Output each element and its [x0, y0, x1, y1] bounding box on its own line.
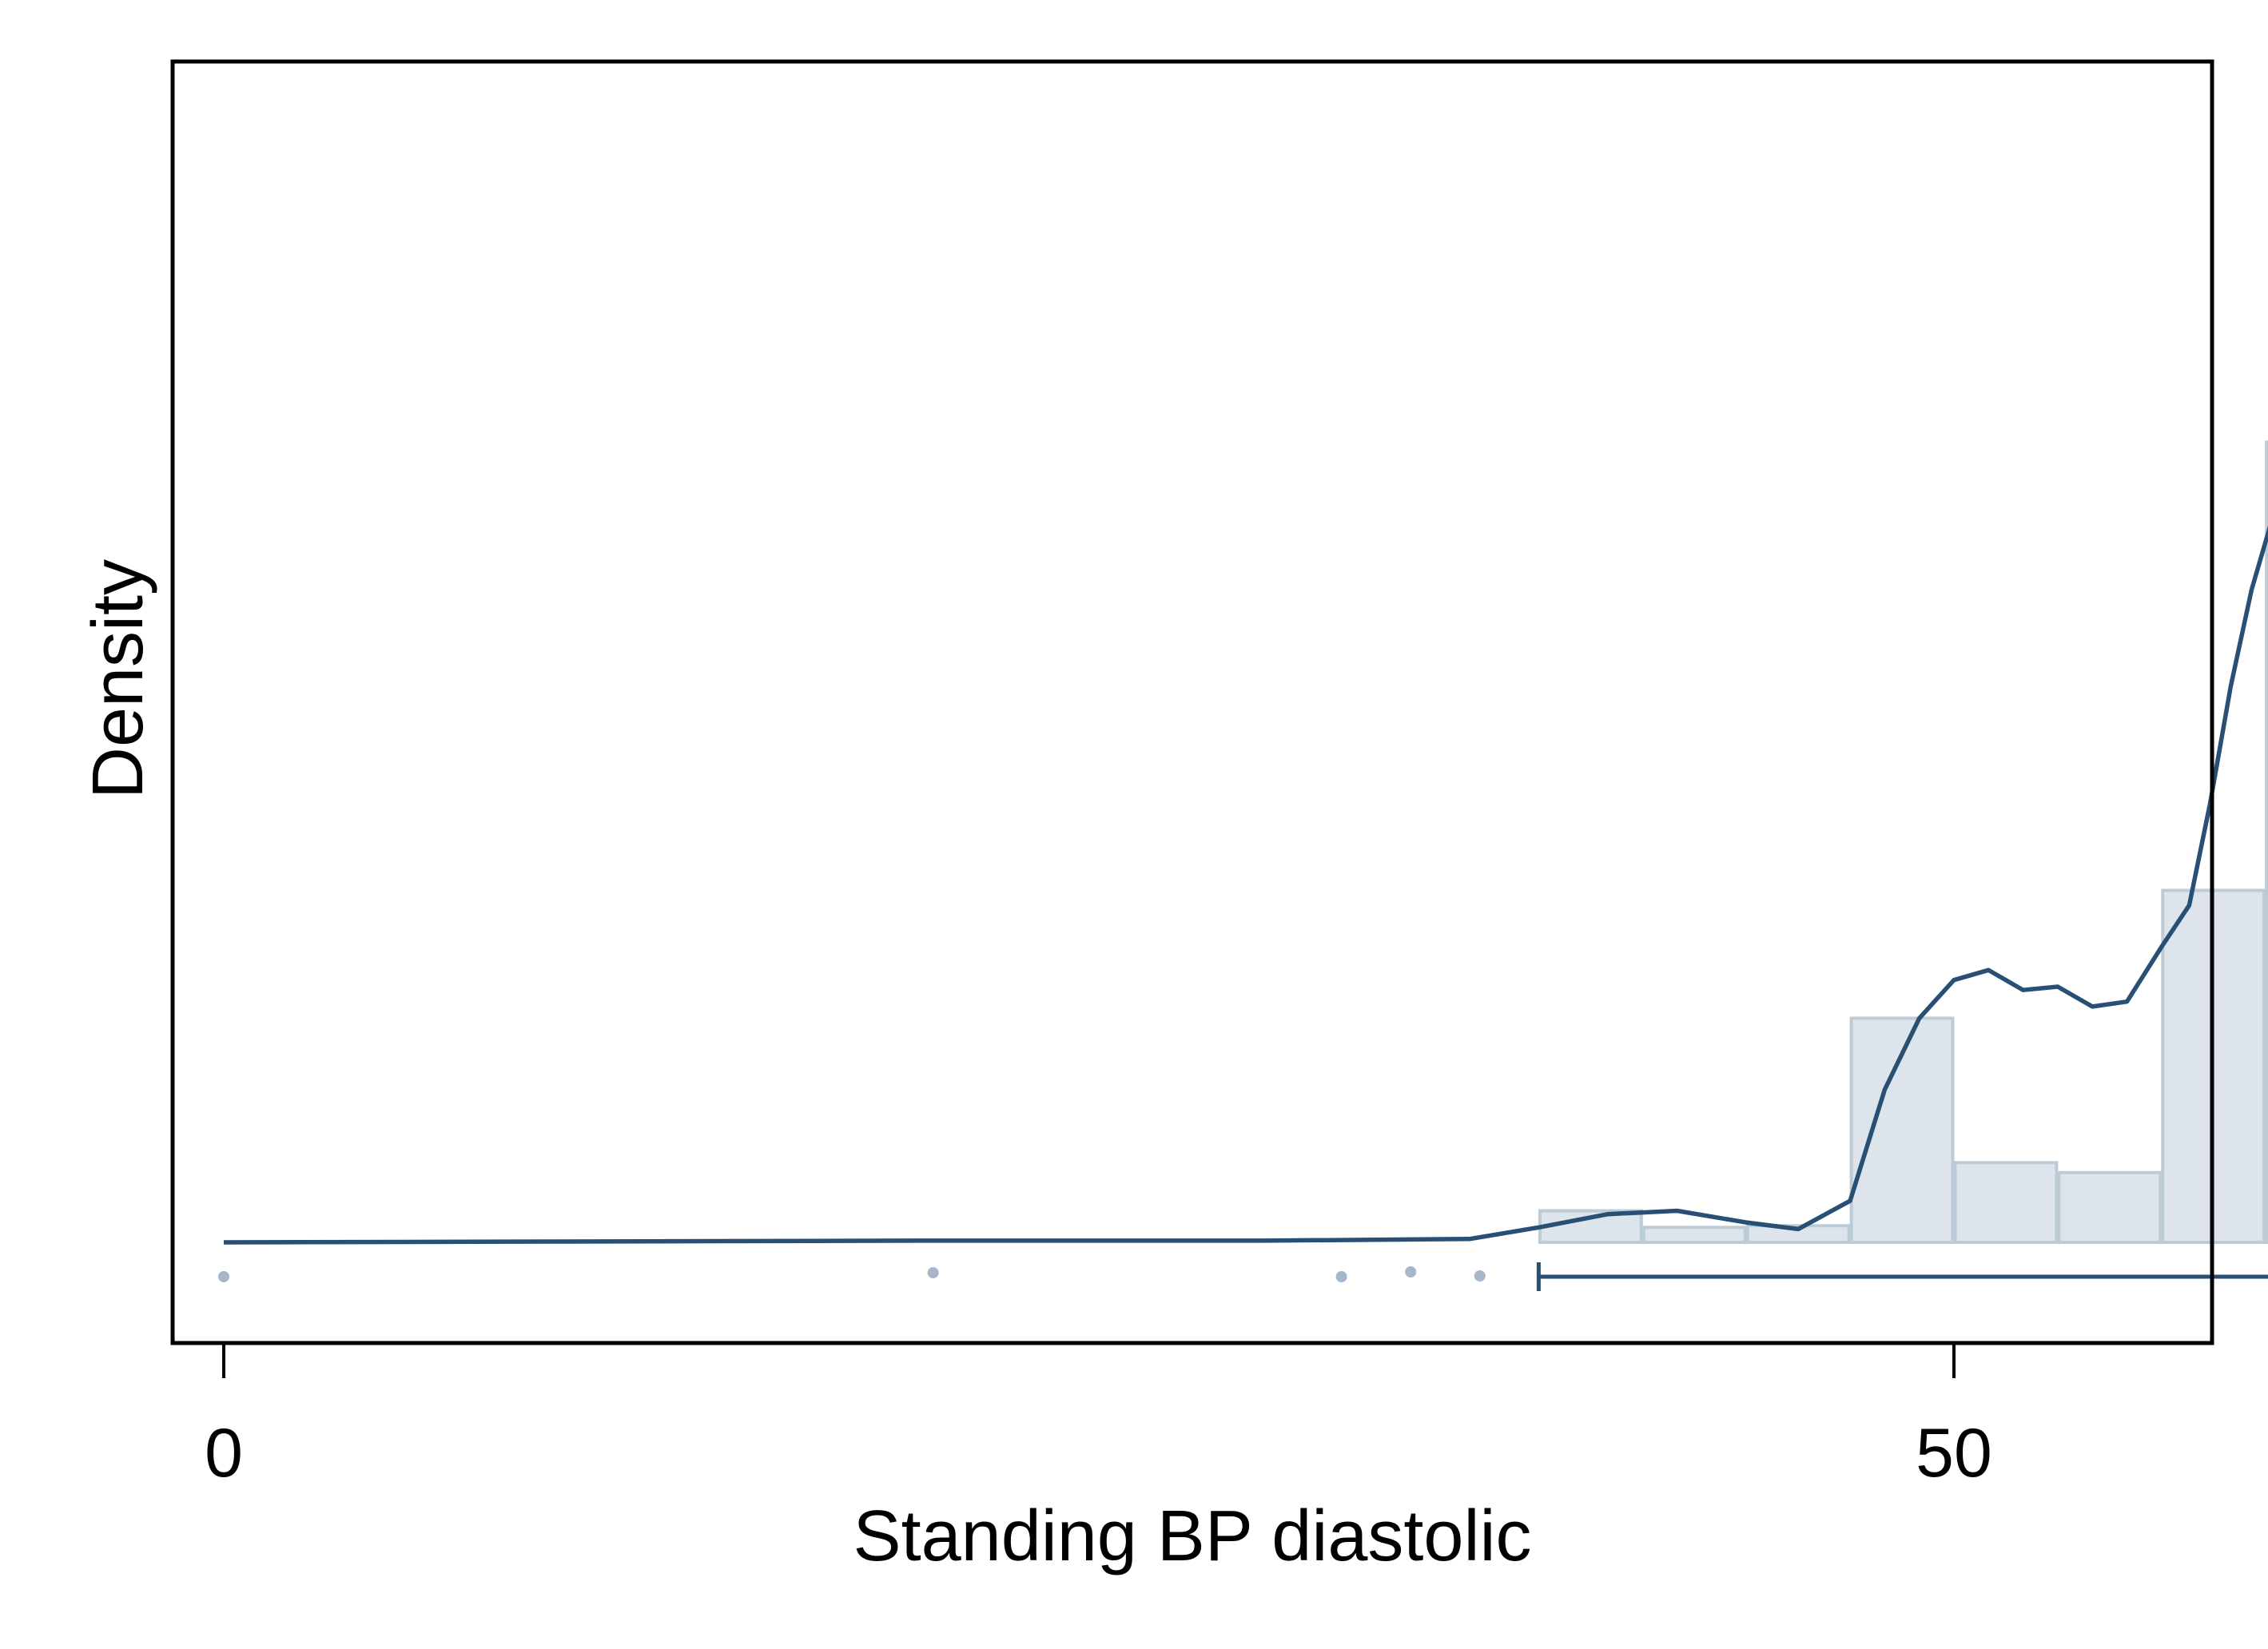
outlier-point [1405, 1266, 1417, 1277]
outlier-point [1335, 1271, 1347, 1282]
histogram-bar [1641, 1226, 1747, 1245]
outlier-point [218, 1271, 229, 1282]
histogram-bar [2057, 1170, 2163, 1244]
plot-frame [170, 59, 2214, 1345]
x-axis-title: Standing BP diastolic [853, 1496, 1532, 1576]
outlier-point [927, 1267, 939, 1278]
histogram-bar [1953, 1161, 2059, 1244]
outlier-points [218, 1266, 1486, 1282]
histogram-bar [2265, 440, 2268, 1244]
x-tick-label: 0 [205, 1415, 243, 1492]
outlier-point [1474, 1270, 1486, 1281]
y-axis-title: Density [78, 559, 158, 799]
histogram-bar [1745, 1224, 1851, 1244]
x-axis: 050100 [205, 1343, 1992, 1492]
density-curve [223, 525, 2268, 1245]
histogram-bars [1538, 440, 2268, 1245]
boxplot [1536, 1262, 2268, 1291]
x-tick-label: 50 [1916, 1415, 1992, 1492]
